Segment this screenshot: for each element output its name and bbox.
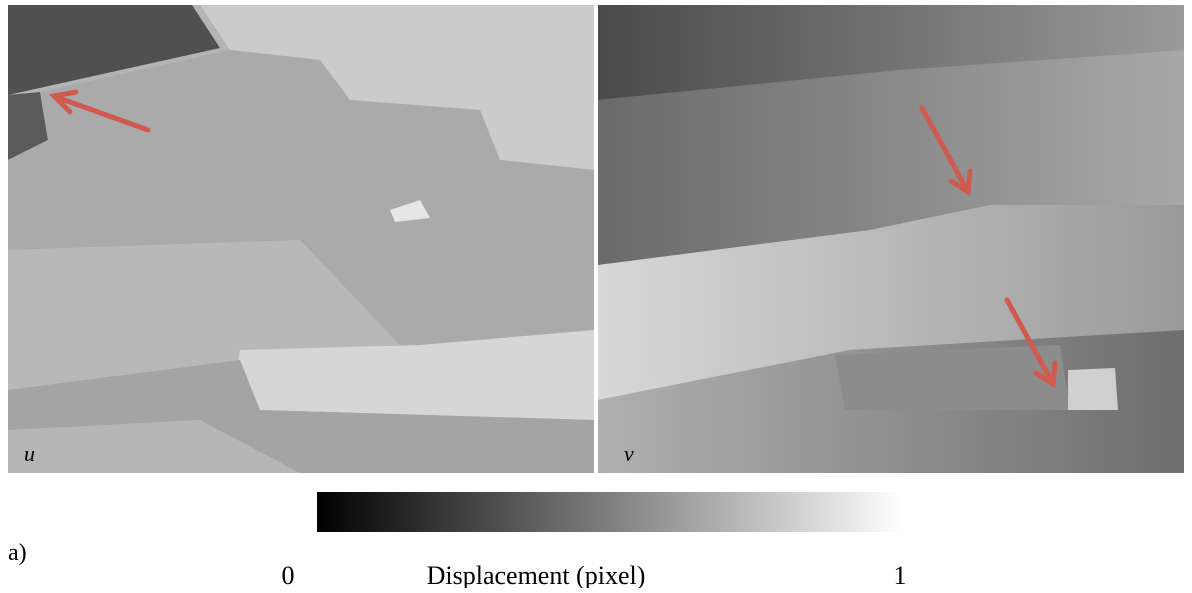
arrows [48,89,1058,389]
colorbar-max: 1 [894,561,907,588]
panel-v [598,5,1184,473]
colorbar-min: 0 [282,561,295,588]
panel-label: u [24,441,35,466]
colorbar-label: Displacement (pixel) [427,561,646,588]
panel-u [8,5,594,473]
figure-label: a) [8,540,27,566]
panel-label: v [624,441,634,466]
colorbar [317,492,903,532]
